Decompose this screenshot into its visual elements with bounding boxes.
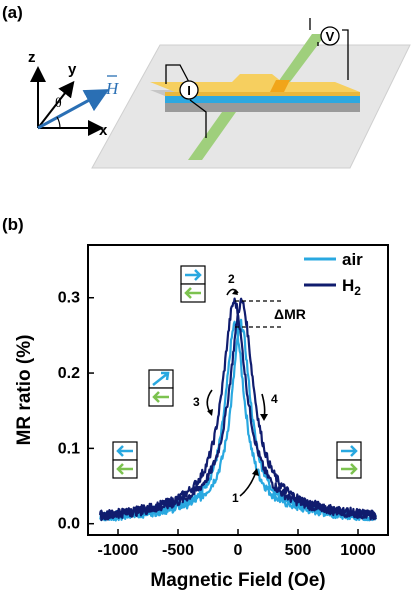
- device-schematic: I V: [91, 18, 411, 169]
- mr-chart: -1000 -500 0 500 1000 0.0 0.1 0.2 0.3 air H2 ΔMR…: [14, 244, 389, 591]
- step-2-arrowhead: [232, 289, 238, 295]
- delta-mr-annotation: ΔMR: [235, 300, 306, 328]
- panel-a-label: (a): [2, 3, 23, 22]
- green-electrode-front: [188, 112, 236, 160]
- legend-air-label: air: [342, 250, 363, 269]
- step-1-label: 1: [232, 491, 239, 505]
- field-vector-arrow: [37, 89, 110, 130]
- left-arrow-icon: [116, 463, 133, 475]
- sweep-steps: 2 3 4 1: [193, 272, 278, 505]
- y-tick-label: 0.3: [58, 290, 80, 307]
- y-tick-label: 0.1: [58, 440, 80, 457]
- step-2-arrow: [226, 288, 239, 296]
- y-tick-label: 0.2: [58, 365, 80, 382]
- x-tick-label: -1000: [98, 542, 139, 559]
- voltage-probe-icon: [320, 26, 340, 46]
- stack-gold-edge: [165, 92, 360, 96]
- legend: air H2: [304, 250, 363, 298]
- y-axis-title: MR ratio (%): [14, 335, 35, 446]
- y-axis-label: y: [68, 61, 77, 78]
- diagonal-arrow-icon: [152, 371, 170, 386]
- x-axis-title: Magnetic Field (Oe): [150, 570, 325, 591]
- legend-h2-label: H2: [342, 276, 361, 298]
- right-arrow-icon: [341, 463, 358, 475]
- step-4-arrowhead: [260, 414, 268, 421]
- theta-label: θ: [55, 96, 62, 111]
- field-vector-label: H: [105, 79, 120, 98]
- right-arrow-icon: [185, 269, 202, 281]
- step-1-arrow: [239, 471, 257, 497]
- step-3-arrowhead: [207, 409, 213, 416]
- current-probe-icon: [179, 80, 199, 100]
- x-tick-label: 1000: [340, 542, 376, 559]
- x-axis-label: x: [99, 122, 108, 139]
- state-box-rotating: [148, 369, 174, 407]
- step-4-label: 4: [271, 392, 278, 406]
- step-3-label: 3: [193, 395, 200, 409]
- stack-gold-top: [150, 74, 360, 92]
- left-arrow-icon: [184, 287, 201, 299]
- right-arrow-icon: [341, 445, 358, 457]
- x-tick-label: -500: [162, 542, 194, 559]
- left-arrow-icon: [152, 391, 169, 403]
- current-probe-wire: [165, 64, 207, 138]
- junction-contact: [270, 80, 290, 92]
- step-2-label: 2: [228, 272, 235, 286]
- theta-arc: [56, 116, 61, 129]
- coordinate-axes: z y x θ H: [28, 49, 120, 139]
- current-probe-label: I: [187, 83, 191, 98]
- series-line-h2-down-sweep: [99, 297, 377, 522]
- delta-mr-label: ΔMR: [274, 306, 306, 322]
- green-electrode-back: [278, 34, 326, 82]
- y-tick-label: 0.0: [58, 516, 80, 533]
- y-axis-arrow: [37, 80, 75, 129]
- state-box-antiparallel: [180, 265, 206, 303]
- state-box-left: [112, 441, 138, 479]
- x-tick-label: 0: [234, 542, 243, 559]
- panel-b-label: (b): [2, 215, 24, 234]
- step-1-arrowhead: [252, 468, 259, 476]
- x-tick-label: 500: [285, 542, 312, 559]
- ticks-group: -1000 -500 0 500 1000 0.0 0.1 0.2 0.3: [58, 290, 376, 559]
- voltage-probe-wire: [309, 18, 349, 80]
- state-box-saturated-right: [336, 441, 362, 479]
- stack-blue-layer: [165, 95, 360, 103]
- voltage-probe-label: V: [326, 29, 335, 44]
- z-axis-label: z: [28, 49, 36, 66]
- left-arrow-icon: [116, 445, 133, 457]
- curves-group: [98, 297, 377, 522]
